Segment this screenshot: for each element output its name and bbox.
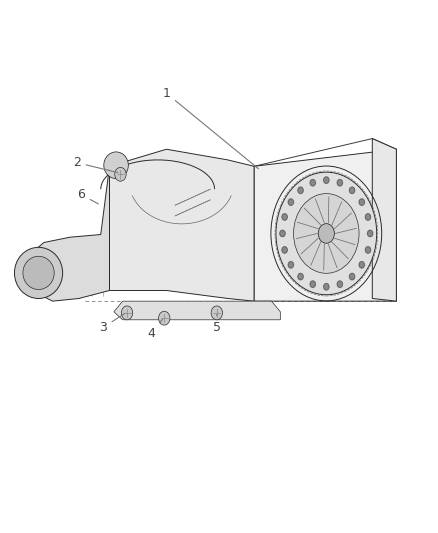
Text: 2: 2 xyxy=(73,156,118,173)
Circle shape xyxy=(337,281,343,287)
Circle shape xyxy=(288,199,293,205)
Circle shape xyxy=(211,306,223,320)
Circle shape xyxy=(310,180,315,186)
Circle shape xyxy=(365,214,371,220)
Polygon shape xyxy=(110,149,254,301)
Circle shape xyxy=(280,230,285,237)
Polygon shape xyxy=(24,166,110,301)
Circle shape xyxy=(318,224,334,243)
Text: 5: 5 xyxy=(213,314,221,334)
Ellipse shape xyxy=(23,256,54,289)
Circle shape xyxy=(365,247,371,253)
Circle shape xyxy=(282,247,287,253)
Ellipse shape xyxy=(104,152,128,179)
Circle shape xyxy=(324,284,329,290)
Circle shape xyxy=(310,281,315,287)
Circle shape xyxy=(276,172,377,295)
Circle shape xyxy=(282,214,287,220)
Text: 4: 4 xyxy=(147,319,162,340)
Circle shape xyxy=(288,262,293,268)
Circle shape xyxy=(298,273,303,280)
Polygon shape xyxy=(372,139,396,301)
Ellipse shape xyxy=(14,247,63,298)
Circle shape xyxy=(350,273,355,280)
Circle shape xyxy=(350,187,355,193)
Text: 6: 6 xyxy=(77,188,98,204)
Circle shape xyxy=(293,193,359,273)
Polygon shape xyxy=(254,149,396,301)
Text: 1: 1 xyxy=(162,87,258,169)
Text: 3: 3 xyxy=(99,313,125,334)
Polygon shape xyxy=(114,301,280,320)
Circle shape xyxy=(159,311,170,325)
Circle shape xyxy=(298,187,303,193)
Circle shape xyxy=(359,199,364,205)
Circle shape xyxy=(337,180,343,186)
Circle shape xyxy=(115,167,126,181)
Circle shape xyxy=(121,306,133,320)
Circle shape xyxy=(324,177,329,183)
Circle shape xyxy=(367,230,373,237)
Circle shape xyxy=(359,262,364,268)
